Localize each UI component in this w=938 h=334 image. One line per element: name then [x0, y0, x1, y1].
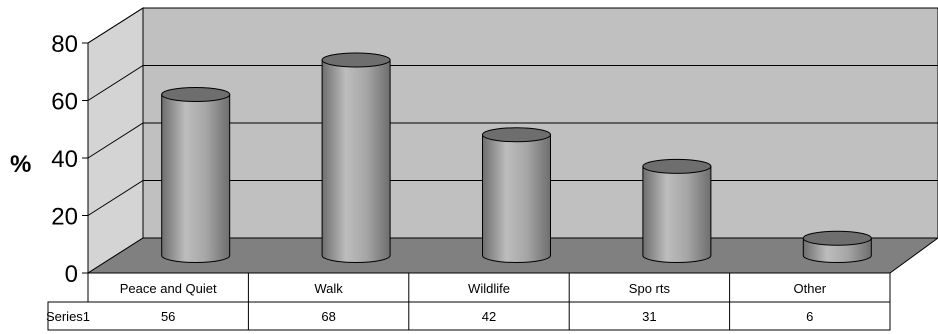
data-table: Peace and Quiet Walk Wildlife Spo rts Other S… — [46, 272, 891, 331]
category-label: Peace and Quiet — [120, 281, 217, 296]
bar — [642, 158, 712, 263]
bar-group — [161, 52, 872, 263]
data-value-label: 31 — [642, 309, 656, 324]
bar-body — [161, 94, 231, 263]
bar-top — [321, 52, 391, 68]
data-value-label: 42 — [482, 309, 496, 324]
bar-top — [802, 230, 872, 246]
y-tick-label: 0 — [65, 261, 78, 288]
bar-body — [642, 165, 712, 263]
gridline — [87, 65, 938, 101]
data-value-label: 68 — [321, 309, 335, 324]
bar-body — [321, 59, 391, 263]
gridline — [87, 7, 938, 44]
bar-top — [161, 87, 231, 102]
y-tick-label: 60 — [51, 89, 78, 116]
y-axis-label: % — [10, 151, 31, 178]
data-value-label: 6 — [806, 309, 813, 324]
table-data-row — [47, 301, 891, 331]
category-label: Walk — [314, 281, 343, 296]
series-name-label: Series1 — [46, 309, 90, 324]
bar-body — [482, 134, 551, 263]
bar — [802, 230, 872, 263]
gridline — [87, 122, 938, 159]
table-header-row — [87, 272, 891, 303]
y-tick-label: 80 — [51, 31, 78, 58]
y-tick-label: 20 — [51, 204, 78, 231]
bar-top — [642, 158, 712, 174]
bar — [482, 127, 551, 263]
category-label: Other — [794, 281, 827, 296]
y-axis: 0 20 40 60 80 — [51, 31, 89, 288]
bar — [161, 87, 231, 263]
data-value-label: 56 — [161, 309, 175, 324]
bar-top — [482, 127, 551, 143]
y-tick-label: 40 — [51, 146, 78, 173]
bar — [321, 52, 391, 263]
category-label: Wildlife — [468, 281, 510, 296]
category-label: Spo rts — [629, 281, 671, 296]
